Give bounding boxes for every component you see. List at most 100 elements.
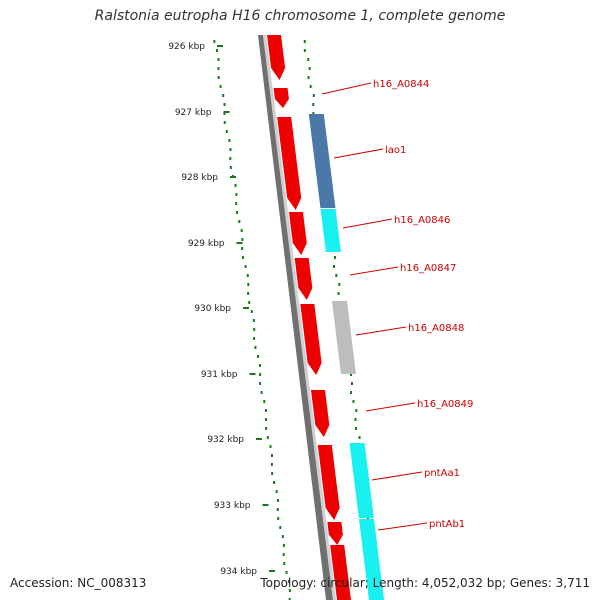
ruler-label-8: 933 kbp xyxy=(214,501,251,511)
gc-dot xyxy=(269,445,272,448)
gene-label-h16_a0849[interactable]: h16_A0849 xyxy=(417,399,473,410)
map-title: Ralstonia eutropha H16 chromosome 1, com… xyxy=(94,8,506,24)
gc-dot xyxy=(217,67,220,70)
gc-dot xyxy=(248,301,251,304)
topology-text: Topology: circular; Length: 4,052,032 bp… xyxy=(260,576,590,590)
gc-dot xyxy=(281,535,284,538)
ruler-label-4: 929 kbp xyxy=(188,239,225,249)
gc-dot xyxy=(366,517,369,520)
gc-dot xyxy=(308,67,311,70)
gc-dot xyxy=(217,58,220,61)
gc-dot xyxy=(244,265,247,268)
gc-dot xyxy=(229,157,232,160)
ruler-label-7: 932 kbp xyxy=(207,435,244,445)
gc-dot xyxy=(350,382,353,385)
gene-leader-line xyxy=(377,522,428,531)
gc-dot xyxy=(253,328,256,331)
cds-arrow xyxy=(267,35,286,80)
gc-dot xyxy=(235,202,238,205)
cds-arrow xyxy=(288,212,307,255)
cds-arrow xyxy=(317,445,340,520)
gc-dot xyxy=(350,373,353,376)
gc-dot xyxy=(309,85,312,88)
gene-label-h16_a0848[interactable]: h16_A0848 xyxy=(408,323,464,334)
gc-dot xyxy=(252,319,255,322)
gc-dot xyxy=(282,553,285,556)
gc-dot xyxy=(334,256,337,259)
gc-dot xyxy=(223,121,226,124)
gc-dot xyxy=(241,238,244,241)
pntAb1-block xyxy=(358,519,384,600)
gc-dot xyxy=(266,436,269,439)
gc-dot xyxy=(225,130,228,133)
gene-leader-line xyxy=(349,266,399,276)
h16_A0848-block xyxy=(331,301,356,374)
gc-dot xyxy=(242,256,245,259)
ruler-label-2: 927 kbp xyxy=(175,108,212,118)
backbone xyxy=(258,35,336,600)
gene-label-h16_a0847[interactable]: h16_A0847 xyxy=(400,263,456,274)
gc-dot xyxy=(338,283,341,286)
ruler-label-1: 926 kbp xyxy=(168,42,205,52)
gc-dot xyxy=(273,481,276,484)
gc-dot xyxy=(312,94,315,97)
gc-dot xyxy=(228,139,231,142)
gc-dot xyxy=(264,409,267,412)
gc-dot xyxy=(282,544,285,547)
lao1-block xyxy=(308,114,336,208)
gc-dot xyxy=(253,337,256,340)
gc-dot xyxy=(288,598,291,600)
gc-dot xyxy=(352,400,355,403)
gc-dot xyxy=(335,274,338,277)
gc-dot xyxy=(219,85,222,88)
gc-dot xyxy=(285,571,288,574)
gene-label-pntab1[interactable]: pntAb1 xyxy=(429,519,465,530)
gc-dot xyxy=(337,292,340,295)
gc-dot xyxy=(259,373,262,376)
gc-dot xyxy=(265,427,268,430)
gc-dot xyxy=(276,508,279,511)
gc-dot xyxy=(358,436,361,439)
cds-arrow xyxy=(300,304,322,375)
gc-dot xyxy=(238,220,241,223)
gc-dot xyxy=(217,76,220,79)
gc-dot xyxy=(229,148,232,151)
gc-dot xyxy=(263,400,266,403)
gc-dot xyxy=(307,76,310,79)
gc-dot xyxy=(222,94,225,97)
h16_A0846-block xyxy=(320,209,341,252)
pntAa1-block xyxy=(349,443,374,518)
gc-dot xyxy=(234,184,237,187)
gc-dot xyxy=(307,58,310,61)
gene-label-lao1[interactable]: lao1 xyxy=(385,145,406,156)
gc-dot xyxy=(259,382,262,385)
gene-leader-line xyxy=(333,148,384,159)
gc-dot xyxy=(258,364,261,367)
ruler-labels: 926 kbp 927 kbp 928 kbp 929 kbp 930 kbp 931 k… xyxy=(168,42,275,577)
gc-dot xyxy=(355,409,358,412)
gc-dot xyxy=(247,292,250,295)
cds-arrow xyxy=(294,258,313,300)
gene-leader-line xyxy=(365,402,416,412)
gc-dot xyxy=(354,418,357,421)
gc-dot xyxy=(247,283,250,286)
gc-dot xyxy=(303,40,306,43)
gc-dot xyxy=(276,499,279,502)
accession-text: Accession: NC_008313 xyxy=(10,576,147,590)
gc-dot xyxy=(216,49,219,52)
gene-label-pntaa1[interactable]: pntAa1 xyxy=(424,468,460,479)
gc-dot xyxy=(332,265,335,268)
feature-track-reverse xyxy=(267,35,384,600)
gene-label-h16_a0846[interactable]: h16_A0846 xyxy=(394,215,450,226)
gc-dot xyxy=(223,103,226,106)
gene-label-h16_a0844[interactable]: h16_A0844 xyxy=(373,79,429,90)
gc-dot xyxy=(303,49,306,52)
gc-dot xyxy=(223,112,226,115)
gc-dot xyxy=(283,562,286,565)
gc-dot xyxy=(250,310,253,313)
ruler-label-9: 934 kbp xyxy=(220,567,257,577)
gc-dot xyxy=(354,427,357,430)
gc-dot xyxy=(257,355,260,358)
gc-dot xyxy=(349,391,352,394)
